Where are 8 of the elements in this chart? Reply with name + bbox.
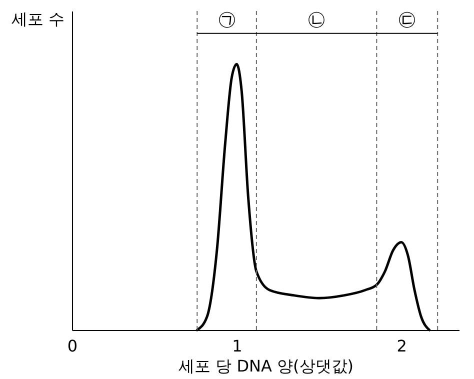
text: ㉠ (218, 9, 236, 30)
text: ㉡ (308, 9, 326, 30)
x-tick-label: 2 (396, 336, 407, 356)
text: ㉢ (398, 9, 416, 30)
x-axis-title: 세포 당 DNA 양(상댓값) (178, 356, 354, 376)
x-tick-label: 0 (67, 336, 78, 356)
x-tick-label: 1 (232, 336, 242, 356)
y-axis-title: 세포 수 (11, 10, 64, 28)
